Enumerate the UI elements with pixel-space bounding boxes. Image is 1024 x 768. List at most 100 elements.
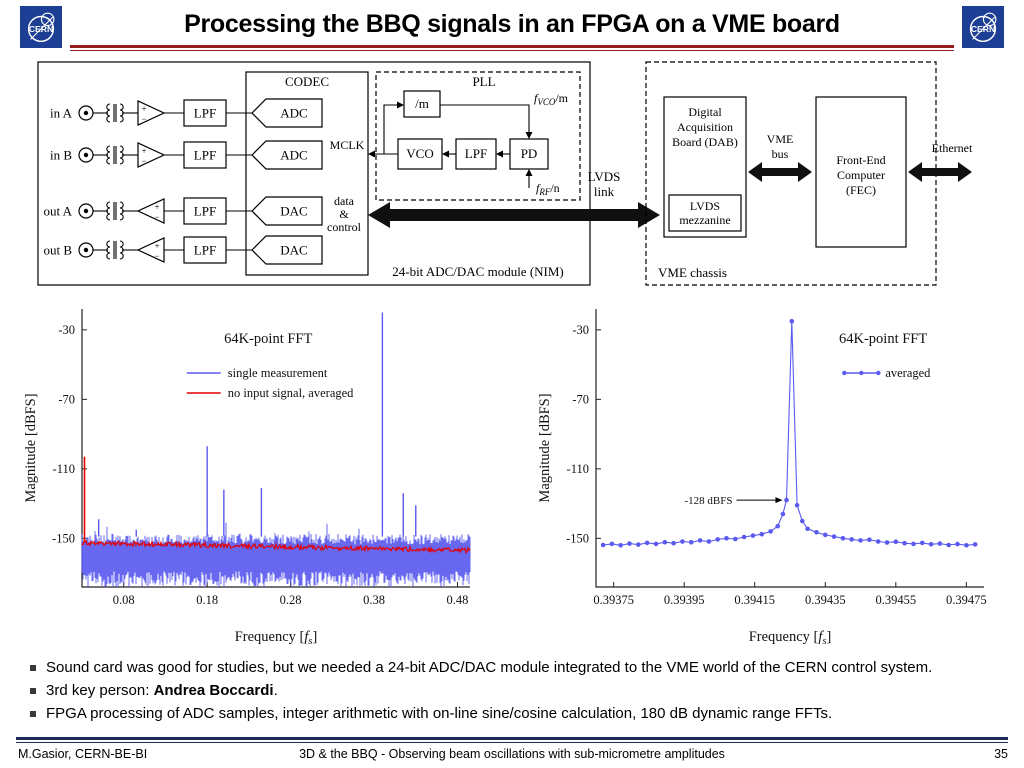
y-tick-label: -70 (58, 392, 75, 406)
fvco-base: f (534, 91, 539, 105)
bullet-plain-text: Sound card was good for studies, but we … (46, 659, 933, 676)
averaged-line (603, 321, 976, 546)
lpf-label: LPF (194, 243, 216, 258)
amp-minus-sign: − (154, 212, 159, 222)
amp-plus-sign: + (154, 241, 159, 251)
mclk-label: MCLK (330, 138, 365, 152)
bullet-marker-icon (30, 711, 36, 717)
bullet-plain-text: 3rd key person: (46, 682, 154, 699)
data-point-marker (893, 539, 899, 544)
fft-chart-single-measurement: -30 -70 -110 -150 0.08 0.18 0.28 0.38 0.48 Magnit… (23, 309, 471, 647)
port-label: in A (50, 106, 73, 121)
x-tick-label: 0.39455 (876, 593, 917, 607)
data-point-marker (644, 540, 650, 546)
arrowhead-icon (496, 150, 503, 158)
channel-row: in A +− LPF ADC (50, 98, 323, 128)
cern-logo-right: CERN (962, 6, 1004, 48)
data-control-line3: control (327, 220, 362, 234)
codec-label: CODEC (285, 74, 329, 89)
fft-chart-averaged: -30 -70 -110 -150 0.39375 0.39395 0.39415 0.394… (537, 309, 987, 647)
data-point-marker (858, 538, 863, 543)
logo-ring-icon (27, 15, 55, 43)
fec-label2: Computer (837, 168, 885, 182)
axes (595, 309, 984, 588)
noise-trace (81, 522, 471, 587)
data-point-marker (789, 318, 795, 324)
fec-box (815, 96, 907, 248)
x-tick-label: 0.08 (113, 593, 135, 607)
bullet-item: 3rd key person: Andrea Boccardi. (30, 682, 1006, 700)
y-tick-label: -30 (572, 323, 589, 337)
data-point-marker (768, 529, 773, 534)
bullet-text: 3rd key person: Andrea Boccardi. (46, 682, 278, 700)
data-point-marker (733, 536, 738, 542)
data-point-marker (784, 497, 789, 503)
dac-label: DAC (280, 243, 307, 258)
lpf-label: LPF (194, 204, 216, 219)
bullet-bold-text: Andrea Boccardi (153, 682, 274, 699)
lvds-mezzanine-box (668, 194, 742, 232)
data-point-marker (662, 539, 668, 545)
y-tick-label: -30 (58, 323, 75, 337)
bullet-plain-text: . (273, 682, 278, 699)
footer-author: M.Gasior, CERN-BE-BI (18, 747, 148, 761)
data-point-marker (600, 542, 606, 548)
data-point-marker (759, 531, 765, 537)
transformer-icon (106, 103, 111, 123)
data-point-marker (780, 511, 786, 517)
data-point-marker (627, 541, 632, 546)
data-point-marker (609, 541, 615, 547)
connector-pin-icon (83, 208, 89, 214)
data-point-marker (653, 541, 659, 547)
data-point-marker (814, 530, 819, 535)
wire-divider-pd (440, 104, 530, 138)
fvco-label: fVCO/m (534, 91, 569, 107)
legend-label: averaged (885, 366, 931, 380)
data-point-marker (794, 503, 800, 508)
page-title: Processing the BBQ signals in an FPGA on… (184, 10, 840, 38)
dab-label1: Digital (688, 105, 722, 119)
averaged-noise-trace (81, 539, 471, 555)
data-point-marker (697, 538, 703, 543)
port-label: out A (43, 204, 72, 219)
footer-rule-thin (16, 742, 1008, 743)
logo-line (30, 16, 54, 40)
ethernet-label: Ethernet (932, 141, 973, 155)
y-tick-label: -110 (53, 462, 75, 476)
lvds-mezzanine-label1: LVDS (690, 199, 720, 213)
data-point-marker (911, 541, 916, 547)
x-tick-label: 0.18 (196, 593, 218, 607)
arrowhead-icon (442, 150, 449, 158)
bullet-marker-icon (30, 688, 36, 694)
data-point-marker (875, 539, 881, 544)
x-axis-label: Frequency [fs] (749, 629, 832, 647)
connector-pin-icon (83, 152, 89, 158)
amp-plus-sign: + (141, 146, 146, 156)
x-tick-label: 0.39475 (946, 593, 987, 607)
x-tick-label: 0.39415 (734, 593, 775, 607)
data-point-marker (884, 540, 890, 545)
arrowhead-icon (525, 132, 533, 139)
logo-small-ring-icon (40, 12, 55, 27)
channel-row: out B +− LPF DAC (43, 235, 323, 265)
amp-minus-sign: − (154, 251, 159, 261)
bullet-list: Sound card was good for studies, but we … (30, 659, 1006, 728)
divider-box (403, 90, 441, 118)
logo-text: CERN (971, 24, 995, 34)
dab-box (663, 96, 747, 238)
data-point-marker (937, 541, 943, 546)
frf-label: fRF/n (536, 181, 560, 197)
hardware-block-diagram: 24-bit ADC/DAC module (NIM) CODEC PLL in… (37, 61, 973, 286)
pd-label: PD (521, 146, 538, 161)
data-point-marker (805, 526, 810, 532)
title-rule-thin (70, 50, 954, 51)
dac-label: DAC (280, 204, 307, 219)
lvds-mezzanine-label2: mezzanine (679, 213, 730, 227)
amp-minus-sign: − (141, 156, 146, 166)
transformer-icon (106, 201, 111, 221)
footer-title: 3D & the BBQ - Observing beam oscillatio… (299, 747, 725, 761)
x-tick-label: 0.39435 (805, 593, 846, 607)
amplifier-icon (137, 100, 166, 126)
